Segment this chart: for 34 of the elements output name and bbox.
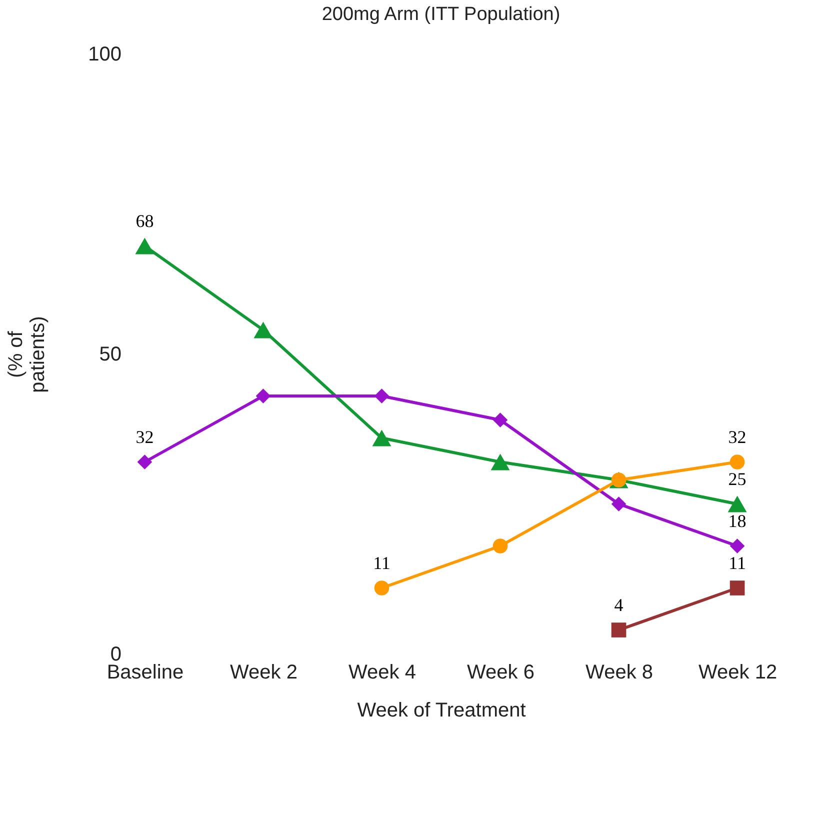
point <box>254 322 273 338</box>
x-tick-label: Week 4 <box>348 662 416 684</box>
point <box>492 538 508 554</box>
chart-title: 200mg Arm (ITT Population) <box>322 4 560 25</box>
point <box>374 580 390 596</box>
point <box>256 388 271 404</box>
x-tick-label: Week 2 <box>230 662 298 684</box>
data-label: 32 <box>728 427 746 447</box>
x-axis-title: Week of Treatment <box>357 700 526 722</box>
point <box>730 538 745 554</box>
data-label: 32 <box>136 427 154 447</box>
data-label: 4 <box>614 595 624 615</box>
y-tick-label: 100 <box>88 44 122 66</box>
point <box>611 496 626 512</box>
data-label: 68 <box>136 211 154 231</box>
data-label: 25 <box>728 469 746 489</box>
point <box>728 496 747 512</box>
point <box>137 454 152 470</box>
x-tick-label: Week 8 <box>586 662 654 684</box>
x-tick-label: Week 6 <box>467 662 534 684</box>
point <box>490 454 510 470</box>
point <box>492 412 508 428</box>
data-label: 11 <box>728 553 746 573</box>
point <box>730 580 745 596</box>
data-label: 18 <box>728 511 746 531</box>
x-tick-label: Week 12 <box>698 662 778 684</box>
point <box>730 454 745 470</box>
point <box>374 388 390 404</box>
point <box>611 622 626 638</box>
y-axis-title: (% of patients) <box>5 316 50 393</box>
y-tick-label: 50 <box>99 344 122 366</box>
data-label: 11 <box>373 553 390 573</box>
point <box>135 238 154 254</box>
point <box>372 430 392 446</box>
